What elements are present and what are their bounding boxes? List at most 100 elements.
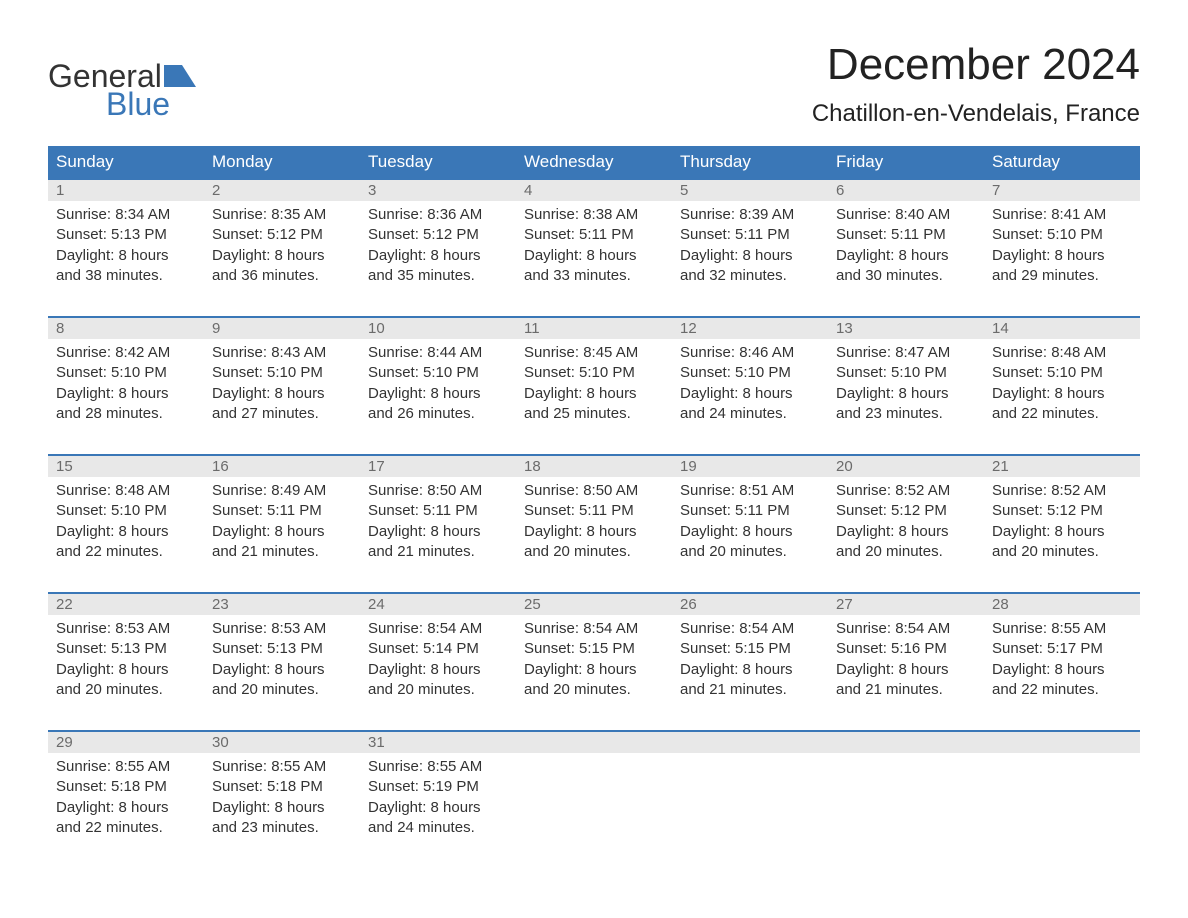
- day-sunset: Sunset: 5:10 PM: [836, 363, 976, 383]
- day-body: Sunrise: 8:48 AMSunset: 5:10 PMDaylight:…: [984, 339, 1140, 432]
- day-dl2: and 22 minutes.: [992, 404, 1132, 424]
- weekday-header-row: Sunday Monday Tuesday Wednesday Thursday…: [48, 146, 1140, 178]
- day-sunset: Sunset: 5:10 PM: [524, 363, 664, 383]
- day-number: 18: [516, 456, 672, 477]
- day-number: 27: [828, 594, 984, 615]
- calendar-day-cell: 28Sunrise: 8:55 AMSunset: 5:17 PMDayligh…: [984, 592, 1140, 730]
- calendar-day-cell: 12Sunrise: 8:46 AMSunset: 5:10 PMDayligh…: [672, 316, 828, 454]
- day-number: 23: [204, 594, 360, 615]
- day-number: [828, 732, 984, 753]
- day-wrap: 23Sunrise: 8:53 AMSunset: 5:13 PMDayligh…: [204, 592, 360, 708]
- day-dl2: and 35 minutes.: [368, 266, 508, 286]
- day-body: Sunrise: 8:45 AMSunset: 5:10 PMDaylight:…: [516, 339, 672, 432]
- day-wrap: 3Sunrise: 8:36 AMSunset: 5:12 PMDaylight…: [360, 178, 516, 294]
- day-sunset: Sunset: 5:10 PM: [680, 363, 820, 383]
- day-dl2: and 21 minutes.: [212, 542, 352, 562]
- day-wrap: 8Sunrise: 8:42 AMSunset: 5:10 PMDaylight…: [48, 316, 204, 432]
- day-dl2: and 32 minutes.: [680, 266, 820, 286]
- logo: General Blue: [48, 40, 196, 120]
- day-number: 17: [360, 456, 516, 477]
- day-number: 15: [48, 456, 204, 477]
- day-dl1: Daylight: 8 hours: [212, 660, 352, 680]
- day-wrap: 11Sunrise: 8:45 AMSunset: 5:10 PMDayligh…: [516, 316, 672, 432]
- calendar-day-cell: 26Sunrise: 8:54 AMSunset: 5:15 PMDayligh…: [672, 592, 828, 730]
- day-number: [672, 732, 828, 753]
- day-dl2: and 21 minutes.: [680, 680, 820, 700]
- title-block: December 2024 Chatillon-en-Vendelais, Fr…: [812, 40, 1140, 128]
- day-sunrise: Sunrise: 8:38 AM: [524, 205, 664, 225]
- day-sunrise: Sunrise: 8:55 AM: [212, 757, 352, 777]
- day-sunrise: Sunrise: 8:53 AM: [212, 619, 352, 639]
- day-dl2: and 36 minutes.: [212, 266, 352, 286]
- day-dl2: and 21 minutes.: [368, 542, 508, 562]
- day-dl1: Daylight: 8 hours: [836, 384, 976, 404]
- day-sunrise: Sunrise: 8:52 AM: [992, 481, 1132, 501]
- calendar-day-cell: 11Sunrise: 8:45 AMSunset: 5:10 PMDayligh…: [516, 316, 672, 454]
- day-sunrise: Sunrise: 8:41 AM: [992, 205, 1132, 225]
- calendar-day-cell: 15Sunrise: 8:48 AMSunset: 5:10 PMDayligh…: [48, 454, 204, 592]
- day-sunrise: Sunrise: 8:55 AM: [368, 757, 508, 777]
- day-sunrise: Sunrise: 8:55 AM: [992, 619, 1132, 639]
- calendar-day-cell: [672, 730, 828, 868]
- calendar-day-cell: 24Sunrise: 8:54 AMSunset: 5:14 PMDayligh…: [360, 592, 516, 730]
- day-dl2: and 20 minutes.: [368, 680, 508, 700]
- calendar-day-cell: 25Sunrise: 8:54 AMSunset: 5:15 PMDayligh…: [516, 592, 672, 730]
- day-wrap: 10Sunrise: 8:44 AMSunset: 5:10 PMDayligh…: [360, 316, 516, 432]
- day-body: Sunrise: 8:36 AMSunset: 5:12 PMDaylight:…: [360, 201, 516, 294]
- day-wrap: 26Sunrise: 8:54 AMSunset: 5:15 PMDayligh…: [672, 592, 828, 708]
- day-wrap: [516, 730, 672, 753]
- day-dl1: Daylight: 8 hours: [680, 660, 820, 680]
- day-sunset: Sunset: 5:18 PM: [212, 777, 352, 797]
- day-dl2: and 26 minutes.: [368, 404, 508, 424]
- day-wrap: 13Sunrise: 8:47 AMSunset: 5:10 PMDayligh…: [828, 316, 984, 432]
- day-sunset: Sunset: 5:10 PM: [368, 363, 508, 383]
- calendar-day-cell: 31Sunrise: 8:55 AMSunset: 5:19 PMDayligh…: [360, 730, 516, 868]
- day-body: Sunrise: 8:52 AMSunset: 5:12 PMDaylight:…: [984, 477, 1140, 570]
- day-wrap: [984, 730, 1140, 753]
- day-number: 20: [828, 456, 984, 477]
- day-dl2: and 24 minutes.: [368, 818, 508, 838]
- calendar-day-cell: 7Sunrise: 8:41 AMSunset: 5:10 PMDaylight…: [984, 178, 1140, 316]
- day-sunset: Sunset: 5:12 PM: [368, 225, 508, 245]
- day-dl1: Daylight: 8 hours: [212, 798, 352, 818]
- day-sunset: Sunset: 5:11 PM: [680, 501, 820, 521]
- day-wrap: 21Sunrise: 8:52 AMSunset: 5:12 PMDayligh…: [984, 454, 1140, 570]
- day-dl2: and 20 minutes.: [680, 542, 820, 562]
- day-number: 16: [204, 456, 360, 477]
- day-number: 12: [672, 318, 828, 339]
- day-dl1: Daylight: 8 hours: [680, 522, 820, 542]
- day-wrap: 30Sunrise: 8:55 AMSunset: 5:18 PMDayligh…: [204, 730, 360, 846]
- day-body: Sunrise: 8:35 AMSunset: 5:12 PMDaylight:…: [204, 201, 360, 294]
- day-sunset: Sunset: 5:19 PM: [368, 777, 508, 797]
- day-wrap: 25Sunrise: 8:54 AMSunset: 5:15 PMDayligh…: [516, 592, 672, 708]
- day-body: Sunrise: 8:54 AMSunset: 5:14 PMDaylight:…: [360, 615, 516, 708]
- day-dl1: Daylight: 8 hours: [56, 246, 196, 266]
- day-dl2: and 20 minutes.: [212, 680, 352, 700]
- calendar-week-row: 15Sunrise: 8:48 AMSunset: 5:10 PMDayligh…: [48, 454, 1140, 592]
- day-body: Sunrise: 8:42 AMSunset: 5:10 PMDaylight:…: [48, 339, 204, 432]
- calendar-day-cell: 16Sunrise: 8:49 AMSunset: 5:11 PMDayligh…: [204, 454, 360, 592]
- day-sunset: Sunset: 5:16 PM: [836, 639, 976, 659]
- day-dl1: Daylight: 8 hours: [524, 384, 664, 404]
- day-dl1: Daylight: 8 hours: [56, 522, 196, 542]
- day-wrap: 29Sunrise: 8:55 AMSunset: 5:18 PMDayligh…: [48, 730, 204, 846]
- day-dl1: Daylight: 8 hours: [992, 246, 1132, 266]
- day-body: Sunrise: 8:47 AMSunset: 5:10 PMDaylight:…: [828, 339, 984, 432]
- day-sunset: Sunset: 5:11 PM: [836, 225, 976, 245]
- day-sunrise: Sunrise: 8:53 AM: [56, 619, 196, 639]
- day-wrap: 15Sunrise: 8:48 AMSunset: 5:10 PMDayligh…: [48, 454, 204, 570]
- logo-flag-icon: [164, 65, 196, 87]
- day-dl2: and 24 minutes.: [680, 404, 820, 424]
- day-number: 8: [48, 318, 204, 339]
- day-wrap: [672, 730, 828, 753]
- day-body: Sunrise: 8:49 AMSunset: 5:11 PMDaylight:…: [204, 477, 360, 570]
- day-number: 9: [204, 318, 360, 339]
- calendar-day-cell: 8Sunrise: 8:42 AMSunset: 5:10 PMDaylight…: [48, 316, 204, 454]
- day-sunrise: Sunrise: 8:50 AM: [524, 481, 664, 501]
- day-sunrise: Sunrise: 8:54 AM: [524, 619, 664, 639]
- day-dl2: and 27 minutes.: [212, 404, 352, 424]
- day-body: Sunrise: 8:55 AMSunset: 5:19 PMDaylight:…: [360, 753, 516, 846]
- calendar-table: Sunday Monday Tuesday Wednesday Thursday…: [48, 146, 1140, 868]
- calendar-day-cell: 9Sunrise: 8:43 AMSunset: 5:10 PMDaylight…: [204, 316, 360, 454]
- month-title: December 2024: [812, 40, 1140, 90]
